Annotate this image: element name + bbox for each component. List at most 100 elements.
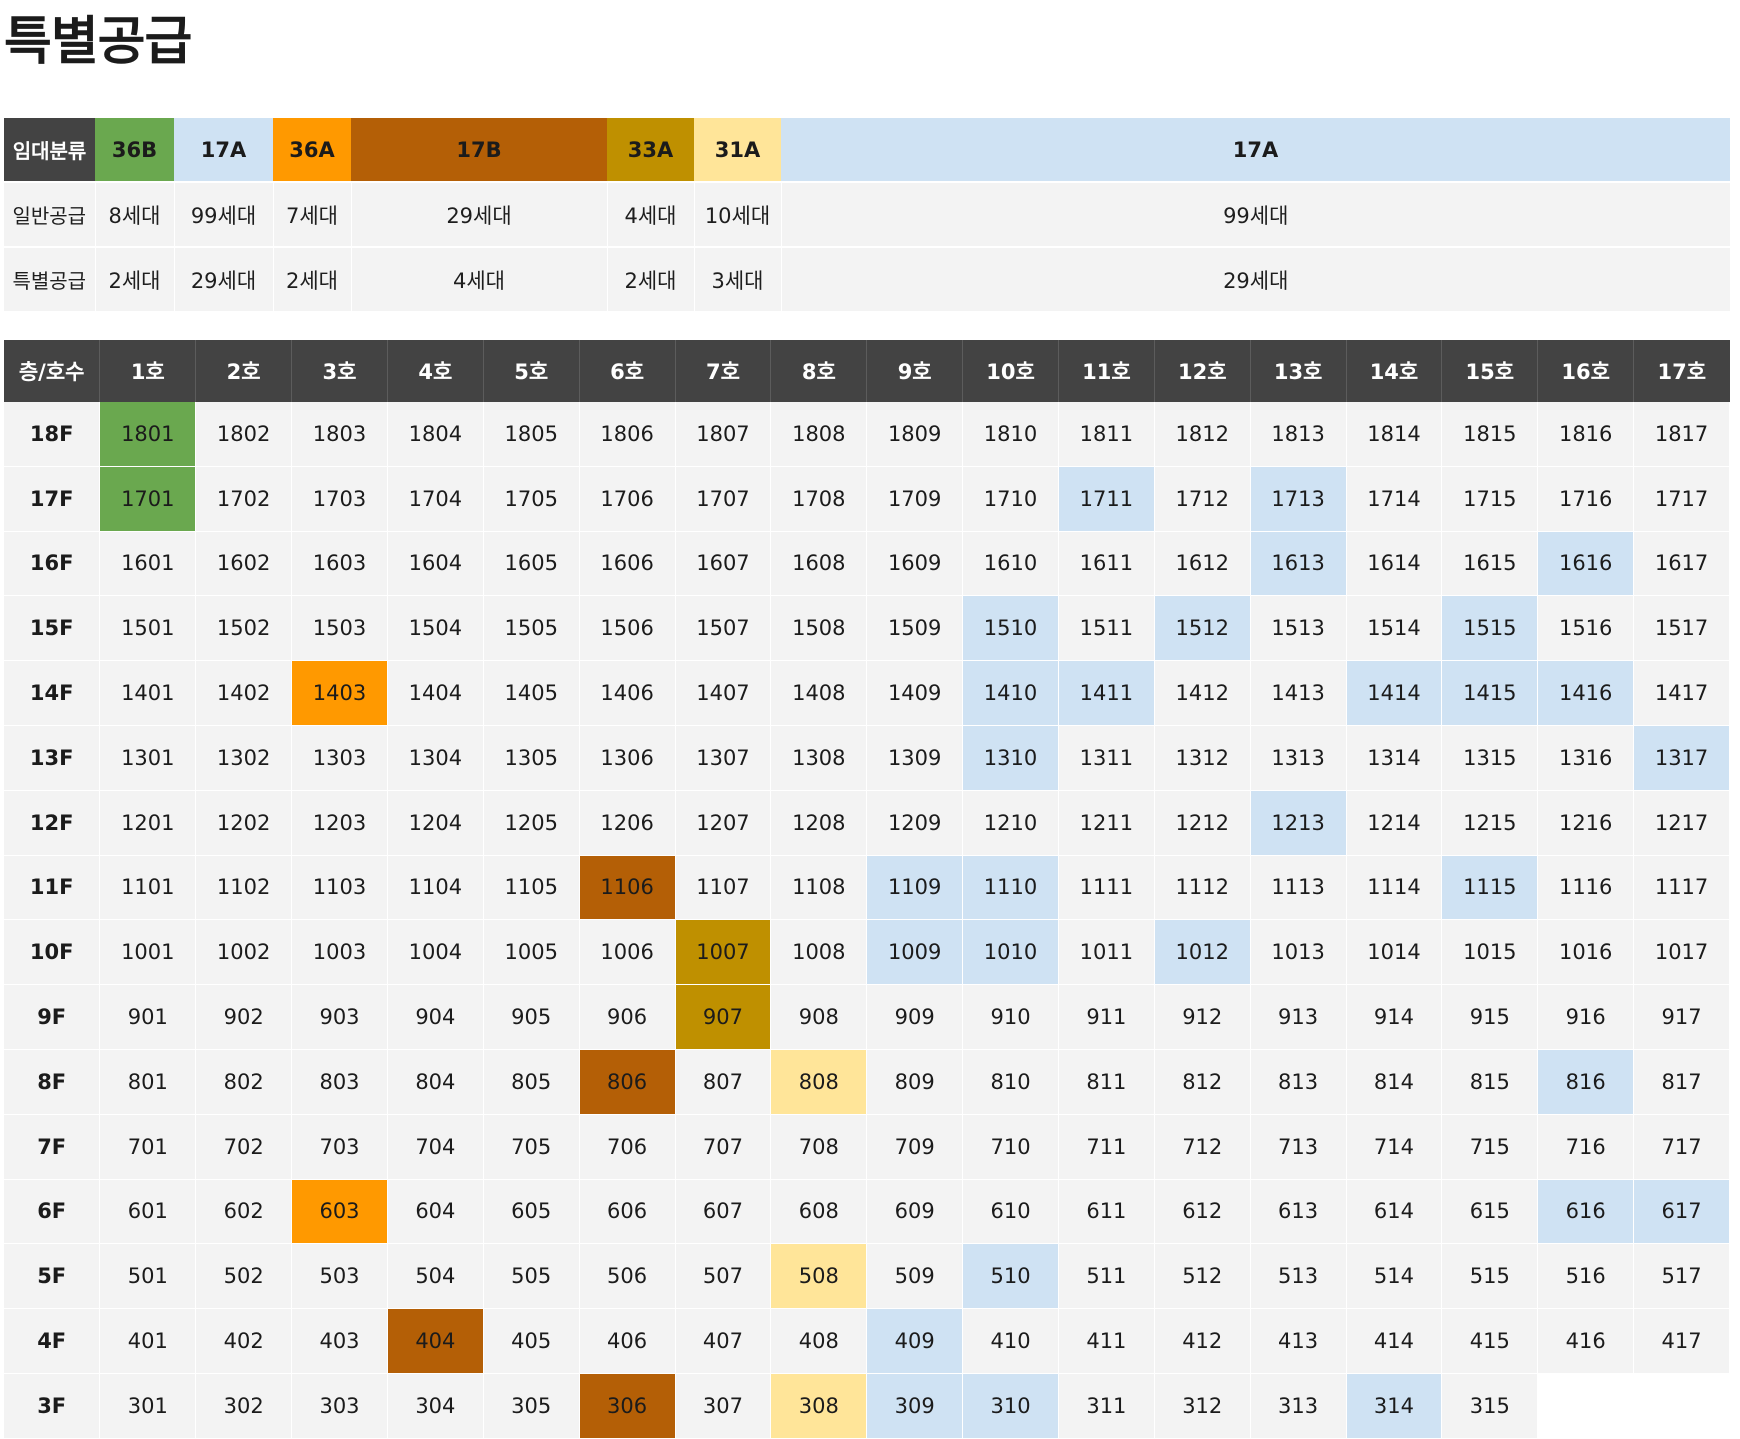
unit-cell: 709 xyxy=(866,1114,964,1180)
unit-cell: 1609 xyxy=(866,531,964,597)
unit-header: 10호 xyxy=(962,340,1059,402)
unit-cell: 1817 xyxy=(1633,402,1730,467)
unit-cell: 814 xyxy=(1346,1049,1443,1115)
unit-cell: 714 xyxy=(1346,1114,1443,1180)
unit-cell: 1209 xyxy=(866,790,964,856)
unit-cell: 1705 xyxy=(483,466,580,532)
unit-cell: 1512 xyxy=(1154,595,1251,662)
unit-cell: 505 xyxy=(483,1243,580,1310)
unit-cell: 715 xyxy=(1441,1114,1539,1180)
unit-cell: 701 xyxy=(99,1114,197,1180)
unit-cell: 1308 xyxy=(770,725,868,791)
unit-cell: 908 xyxy=(770,984,868,1050)
unit-cell: 1110 xyxy=(962,855,1059,921)
unit-cell: 508 xyxy=(770,1243,868,1310)
unit-cell: 402 xyxy=(195,1308,293,1374)
unit-cell: 1812 xyxy=(1154,402,1251,467)
unit-header: 7호 xyxy=(674,340,771,402)
unit-cell: 1307 xyxy=(675,725,772,791)
unit-cell: 416 xyxy=(1537,1308,1635,1374)
unit-cell: 1005 xyxy=(483,919,580,986)
row-label-rental-type: 임대분류 xyxy=(4,118,95,183)
unit-cell: 1213 xyxy=(1250,790,1347,856)
general-count-17b: 29세대 xyxy=(350,182,607,248)
unit-cell: 710 xyxy=(962,1114,1059,1180)
unit-cell: 404 xyxy=(387,1308,484,1374)
unit-cell: 605 xyxy=(483,1179,580,1245)
unit-cell: 808 xyxy=(770,1049,868,1115)
type-17a: 17A xyxy=(174,118,273,183)
unit-cell: 1503 xyxy=(291,595,388,662)
unit-cell: 502 xyxy=(195,1243,293,1310)
type-17b: 17B xyxy=(351,118,607,183)
unit-cell: 1616 xyxy=(1537,531,1635,597)
unit-cell: 503 xyxy=(291,1243,388,1310)
unit-cell: 1403 xyxy=(291,660,388,726)
unit-cell: 1015 xyxy=(1441,919,1539,986)
unit-cell: 910 xyxy=(962,984,1059,1050)
unit-cell: 1104 xyxy=(387,855,484,921)
unit-cell: 903 xyxy=(291,984,388,1050)
unit-cell: 911 xyxy=(1058,984,1155,1050)
unit-cell: 916 xyxy=(1537,984,1635,1050)
corner-label: 층/호수 xyxy=(4,340,100,402)
unit-cell: 1206 xyxy=(579,790,676,856)
unit-cell: 708 xyxy=(770,1114,868,1180)
floor-label: 3F xyxy=(4,1373,101,1439)
unit-cell: 1412 xyxy=(1154,660,1251,726)
unit-cell: 1710 xyxy=(962,466,1059,532)
unit-cell: 1706 xyxy=(579,466,676,532)
unit-cell: 417 xyxy=(1633,1308,1730,1374)
unit-grid-table: 층/호수 1호 2호 3호 4호 5호 6호 7호 8호 9호 10호 11호 12호 13호 14호 15… xyxy=(4,340,1730,1439)
special-count-17a-wide: 29세대 xyxy=(780,247,1730,313)
unit-cell: 1716 xyxy=(1537,466,1635,532)
unit-cell: 1507 xyxy=(675,595,772,662)
unit-cell: 513 xyxy=(1250,1243,1347,1310)
unit-cell: 410 xyxy=(962,1308,1059,1374)
unit-cell: 811 xyxy=(1058,1049,1155,1115)
unit-cell: 1617 xyxy=(1633,531,1730,597)
unit-cell: 1309 xyxy=(866,725,964,791)
unit-header: 17호 xyxy=(1633,340,1730,402)
summary-general-row: 일반공급 8세대 99세대 7세대 29세대 4세대 10세대 99세대 xyxy=(4,182,1730,248)
floor-row: 4F 401 402 403 404 405 406 407 408 409 410 411 412 41… xyxy=(4,1308,1730,1374)
unit-header: 16호 xyxy=(1537,340,1634,402)
floor-label: 9F xyxy=(4,984,101,1050)
unit-cell: 1803 xyxy=(291,402,388,467)
unit-cell: 314 xyxy=(1346,1373,1443,1439)
unit-cell: 1601 xyxy=(99,531,197,597)
unit-cell: 1017 xyxy=(1633,919,1730,986)
unit-cell: 1404 xyxy=(387,660,484,726)
unit-cell: 415 xyxy=(1441,1308,1539,1374)
unit-cell: 1416 xyxy=(1537,660,1635,726)
floor-label: 10F xyxy=(4,919,101,986)
unit-cell: 1402 xyxy=(195,660,293,726)
unit-cell: 1505 xyxy=(483,595,580,662)
unit-cell: 1117 xyxy=(1633,855,1730,921)
unit-cell: 312 xyxy=(1154,1373,1251,1439)
floor-label: 18F xyxy=(4,402,101,467)
unit-cell: 1704 xyxy=(387,466,484,532)
floor-label: 17F xyxy=(4,466,101,532)
unit-cell: 704 xyxy=(387,1114,484,1180)
special-count-31a: 3세대 xyxy=(693,247,781,313)
unit-cell: 902 xyxy=(195,984,293,1050)
unit-cell: 1807 xyxy=(675,402,772,467)
floor-label: 14F xyxy=(4,660,101,726)
unit-cell: 1801 xyxy=(99,402,197,467)
unit-cell: 1414 xyxy=(1346,660,1443,726)
floor-row: 6F 601 602 603 604 605 606 607 608 609 610 611 612 61… xyxy=(4,1179,1730,1245)
unit-cell: 606 xyxy=(579,1179,676,1245)
floor-label: 5F xyxy=(4,1243,101,1310)
unit-cell: 909 xyxy=(866,984,964,1050)
unit-cell: 707 xyxy=(675,1114,772,1180)
unit-cell: 1102 xyxy=(195,855,293,921)
floor-label: 8F xyxy=(4,1049,101,1115)
floor-row: 18F 1801 1802 1803 1804 1805 1806 1807 1808 1809 1… xyxy=(4,402,1730,467)
floor-row: 5F 501 502 503 504 505 506 507 508 509 510 511 512 51… xyxy=(4,1243,1730,1310)
unit-cell: 413 xyxy=(1250,1308,1347,1374)
special-count-36b: 2세대 xyxy=(94,247,174,313)
row-label-general-supply: 일반공급 xyxy=(4,182,95,248)
unit-cell: 1608 xyxy=(770,531,868,597)
unit-cell: 303 xyxy=(291,1373,388,1439)
